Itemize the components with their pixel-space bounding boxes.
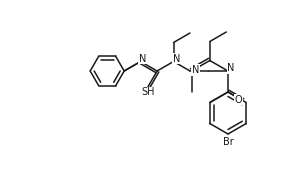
Text: N: N [139,54,146,64]
Text: N: N [192,65,199,75]
Text: Br: Br [223,137,233,147]
Text: O: O [235,94,242,105]
Text: SH: SH [142,87,155,97]
Text: N: N [227,63,235,73]
Text: N: N [173,54,180,64]
